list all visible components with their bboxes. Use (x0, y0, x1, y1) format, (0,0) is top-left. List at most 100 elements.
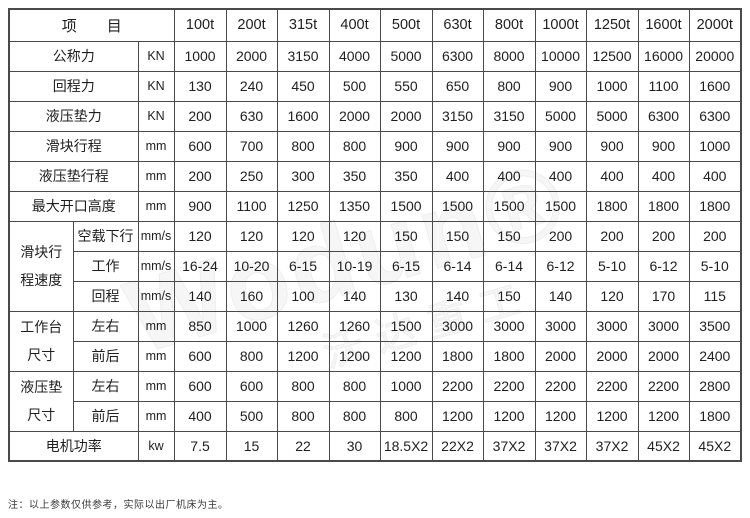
group-label-line: 尺寸 (27, 407, 56, 423)
table-row: 最大开口高度 mm 900 1100 1250 1350 1500 1500 1500 1500 1… (8, 190, 742, 222)
value-cell: 1600 (276, 100, 330, 132)
value-cell: 1200 (585, 400, 639, 432)
tonnage-column-header: 630t (431, 8, 484, 42)
value-cell: 900 (534, 70, 587, 102)
row-sublabel-cell: 左右 (72, 310, 139, 342)
row-sublabel-cell: 左右 (72, 370, 139, 402)
value-cell: 7.5 (173, 430, 227, 462)
value-cell: 2400 (688, 340, 742, 372)
table-row: 工作 mm/s 16-24 10-20 6-15 10-19 6-15 6-14 6-14 6-1… (9, 250, 742, 282)
value-cell: 400 (431, 160, 484, 192)
value-cell: 800 (379, 400, 433, 432)
value-cell: 22X2 (431, 430, 484, 462)
tonnage-column-header: 1600t (637, 8, 690, 42)
value-cell: 6-14 (482, 250, 536, 282)
value-cell: 1600 (688, 70, 742, 102)
table-row: 工作台 尺寸 左右 mm 850 1000 1260 1260 1500 3000 3000 3000… (8, 310, 742, 372)
value-cell: 120 (585, 280, 639, 312)
group-label-cell: 工作台 尺寸 (8, 310, 74, 372)
value-cell: 6-15 (276, 250, 330, 282)
value-cell: 115 (688, 280, 742, 312)
table-row: 滑块行 程速度 空载下行 mm/s 120 120 120 120 150 150 150 200 20… (8, 220, 742, 312)
value-cell: 900 (585, 130, 639, 162)
value-cell: 350 (379, 160, 433, 192)
row-sublabel-cell: 前后 (72, 400, 139, 432)
value-cell: 1100 (637, 70, 690, 102)
value-cell: 1000 (585, 70, 639, 102)
table-row: 液压垫力 KN 200 630 1600 2000 2000 3150 3150 5000 5000… (8, 100, 742, 132)
value-cell: 150 (431, 220, 484, 252)
value-cell: 16-24 (173, 250, 227, 282)
value-cell: 900 (534, 130, 587, 162)
value-cell: 1000 (173, 40, 227, 72)
value-cell: 1200 (276, 340, 330, 372)
value-cell: 600 (173, 370, 227, 402)
value-cell: 6-15 (379, 250, 433, 282)
value-cell: 140 (173, 280, 227, 312)
value-cell: 1800 (637, 190, 690, 222)
unit-cell: mm (137, 400, 175, 432)
value-cell: 900 (637, 130, 690, 162)
value-cell: 2200 (482, 370, 536, 402)
value-cell: 30 (328, 430, 381, 462)
unit-cell: mm/s (137, 250, 175, 282)
value-cell: 1200 (379, 340, 433, 372)
tonnage-column-header: 2000t (688, 8, 742, 42)
value-cell: 400 (534, 160, 587, 192)
unit-cell: mm (137, 370, 175, 402)
unit-cell: mm (137, 160, 175, 192)
value-cell: 3150 (431, 100, 484, 132)
value-cell: 240 (225, 70, 278, 102)
unit-cell: kw (137, 430, 175, 462)
value-cell: 3000 (431, 310, 484, 342)
unit-cell: mm (137, 190, 175, 222)
value-cell: 1000 (379, 370, 433, 402)
value-cell: 1800 (585, 190, 639, 222)
value-cell: 45X2 (688, 430, 742, 462)
group-label-cell: 滑块行 程速度 (8, 220, 74, 312)
group-label-cell: 液压垫 尺寸 (8, 370, 74, 432)
value-cell: 2000 (225, 40, 278, 72)
unit-cell: KN (137, 70, 175, 102)
table-row: 液压垫 尺寸 左右 mm 600 600 800 800 1000 2200 2200 2200 220… (8, 370, 742, 432)
value-cell: 15 (225, 430, 278, 462)
value-cell: 550 (379, 70, 433, 102)
value-cell: 500 (328, 70, 381, 102)
value-cell: 800 (328, 400, 381, 432)
tonnage-column-header: 400t (328, 8, 381, 42)
value-cell: 10000 (534, 40, 587, 72)
value-cell: 600 (173, 130, 227, 162)
value-cell: 200 (585, 220, 639, 252)
value-cell: 3000 (482, 310, 536, 342)
value-cell: 800 (276, 400, 330, 432)
value-cell: 150 (482, 220, 536, 252)
unit-cell: KN (137, 40, 175, 72)
value-cell: 900 (482, 130, 536, 162)
value-cell: 500 (225, 400, 278, 432)
value-cell: 850 (173, 310, 227, 342)
unit-cell: mm/s (137, 280, 175, 312)
value-cell: 600 (173, 340, 227, 372)
value-cell: 200 (688, 220, 742, 252)
value-cell: 6300 (431, 40, 484, 72)
value-cell: 400 (637, 160, 690, 192)
value-cell: 130 (173, 70, 227, 102)
header-row: 项 目 100t 200t 315t 400t 500t 630t 800t 1000t 1250… (8, 8, 742, 42)
value-cell: 1200 (328, 340, 381, 372)
row-sublabel-cell: 空载下行 (72, 220, 139, 252)
value-cell: 2000 (534, 340, 587, 372)
value-cell: 1200 (431, 400, 484, 432)
value-cell: 1260 (276, 310, 330, 342)
tonnage-column-header: 200t (225, 8, 278, 42)
table-row: 电机功率 kw 7.5 15 22 30 18.5X2 22X2 37X2 37X2 37X2 45X… (8, 430, 742, 462)
value-cell: 3150 (276, 40, 330, 72)
value-cell: 1200 (534, 400, 587, 432)
value-cell: 200 (173, 100, 227, 132)
unit-cell: mm/s (137, 220, 175, 252)
value-cell: 1000 (688, 130, 742, 162)
value-cell: 150 (482, 280, 536, 312)
value-cell: 3500 (688, 310, 742, 342)
group-label-line: 液压垫 (20, 379, 63, 395)
table-row: 液压垫行程 mm 200 250 300 350 350 400 400 400 400 400 400 (8, 160, 742, 192)
